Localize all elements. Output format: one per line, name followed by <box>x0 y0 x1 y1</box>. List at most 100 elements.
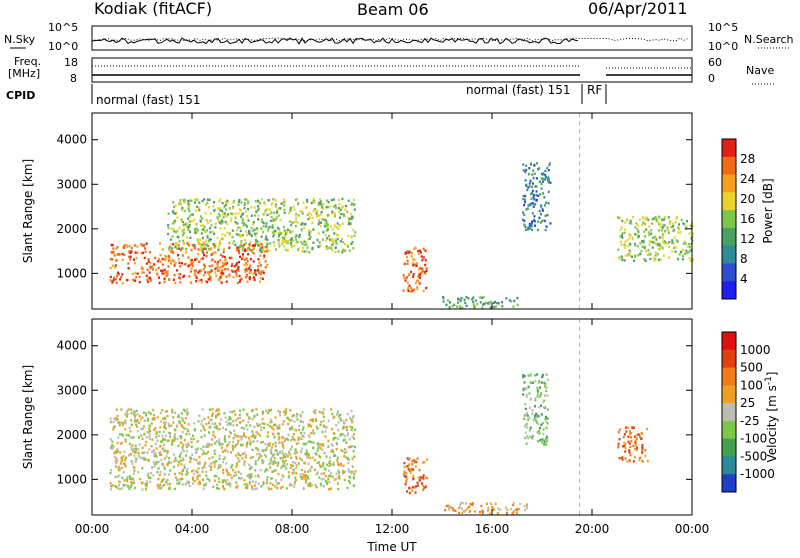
echo-cell <box>257 265 260 268</box>
echo-cell <box>192 260 195 263</box>
echo-cell <box>281 485 284 488</box>
echo-cell <box>410 255 413 258</box>
echo-cell <box>412 273 415 276</box>
echo-cell <box>152 408 155 412</box>
echo-cell <box>341 433 344 436</box>
echo-cell <box>621 458 624 461</box>
echo-cell <box>523 414 526 417</box>
echo-cell <box>206 198 209 201</box>
echo-cell <box>536 395 539 398</box>
echo-cell <box>193 429 196 432</box>
echo-cell <box>646 459 649 463</box>
echo-cell <box>134 457 137 460</box>
echo-cell <box>241 248 244 252</box>
echo-cell <box>172 421 175 424</box>
echo-cell <box>472 296 475 299</box>
echo-cell <box>193 246 195 249</box>
echo-cell <box>226 473 229 476</box>
echo-cell <box>636 446 638 449</box>
echo-cell <box>248 438 251 442</box>
echo-cell <box>414 246 417 250</box>
nsky-label: N.Sky <box>4 33 36 46</box>
echo-cell <box>350 242 353 246</box>
echo-cell <box>328 238 331 241</box>
echo-cell <box>307 470 310 473</box>
echo-cell <box>246 484 249 487</box>
echo-cell <box>235 486 238 489</box>
colorbar-segment <box>722 474 736 493</box>
echo-cell <box>546 394 549 397</box>
echo-cell <box>230 219 232 223</box>
echo-cell <box>134 451 136 454</box>
echo-cell <box>301 243 304 246</box>
echo-cell <box>179 199 182 202</box>
echo-cell <box>248 416 251 419</box>
echo-cell <box>197 238 199 241</box>
nsearch-tick-bottom: 10^0 <box>708 40 738 53</box>
echo-cell <box>241 443 244 447</box>
echo-cell <box>254 481 257 484</box>
echo-cell <box>672 222 675 225</box>
echo-cell <box>322 461 325 465</box>
echo-cell <box>504 506 507 509</box>
echo-cell <box>691 239 694 242</box>
echo-cell <box>340 463 342 467</box>
echo-cell <box>540 177 543 180</box>
echo-cell <box>141 488 144 491</box>
echo-cell <box>340 433 342 436</box>
echo-cell <box>266 213 269 217</box>
echo-cell <box>138 281 141 284</box>
echo-cell <box>310 465 313 469</box>
echo-cell <box>146 268 149 271</box>
echo-cell <box>169 482 171 486</box>
echo-cell <box>536 415 539 418</box>
echo-cell <box>155 432 158 435</box>
echo-cell <box>145 274 148 277</box>
echo-cell <box>232 437 235 440</box>
echo-cell <box>222 250 225 254</box>
echo-cell <box>487 506 490 510</box>
date-title: 06/Apr/2011 <box>588 0 688 18</box>
echo-cell <box>317 446 320 449</box>
echo-cell <box>285 453 288 456</box>
echo-cell <box>250 226 253 230</box>
echo-cell <box>262 481 265 484</box>
echo-cell <box>339 240 342 243</box>
echo-cell <box>172 200 175 204</box>
echo-cell <box>309 468 312 471</box>
echo-cell <box>198 455 201 459</box>
echo-cell <box>195 280 198 283</box>
echo-cell <box>155 436 158 439</box>
echo-cell <box>160 420 162 423</box>
echo-cell <box>163 443 165 447</box>
echo-cell <box>117 469 120 472</box>
echo-cell <box>157 434 160 437</box>
echo-cell <box>643 258 646 261</box>
echo-cell <box>663 215 666 219</box>
echo-cell <box>224 200 227 203</box>
echo-cell <box>657 247 660 251</box>
echo-cell <box>634 226 637 229</box>
echo-cell <box>522 374 525 377</box>
echo-cell <box>310 201 313 205</box>
echo-cell <box>216 262 219 265</box>
echo-cell <box>165 271 168 274</box>
echo-cell <box>163 277 166 280</box>
echo-cell <box>208 238 211 241</box>
echo-cell <box>178 261 181 265</box>
echo-cell <box>335 233 338 236</box>
echo-cell <box>539 386 541 389</box>
echo-cell <box>250 485 253 488</box>
echo-cell <box>337 234 340 237</box>
echo-cell <box>618 457 621 460</box>
echo-cell <box>193 218 196 221</box>
echo-cell <box>516 507 519 511</box>
echo-cell <box>130 250 133 253</box>
echo-cell <box>350 471 353 475</box>
colorbar-segment <box>722 420 736 440</box>
echo-cell <box>527 204 530 207</box>
echo-cell <box>121 258 124 261</box>
echo-cell <box>280 232 283 235</box>
echo-cell <box>159 487 162 490</box>
echo-cell <box>322 231 325 234</box>
